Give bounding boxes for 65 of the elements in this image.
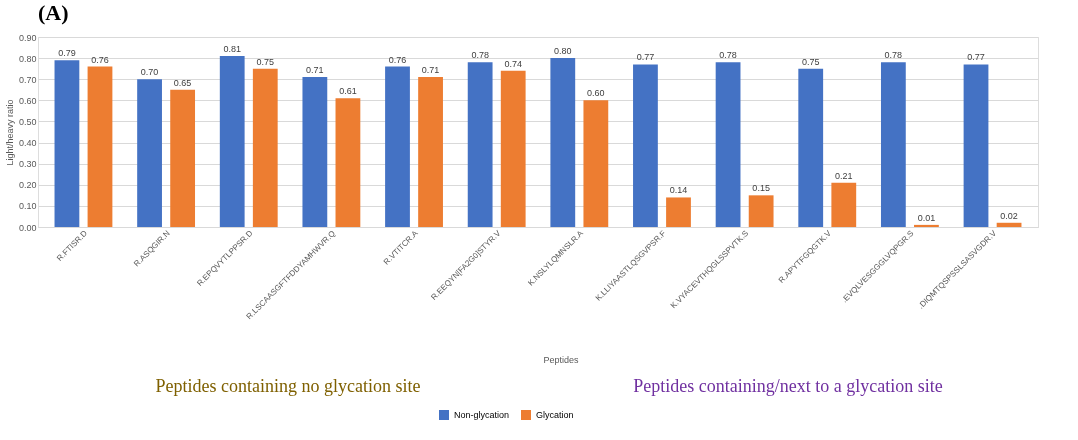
data-label: 0.81 [223,44,241,54]
bar [633,64,658,227]
data-label: 0.76 [388,54,407,65]
y-tick-label: 0.90 [18,32,37,43]
bar [467,62,493,227]
bar [880,62,906,227]
data-label: 0.78 [719,50,737,61]
bar [137,79,162,227]
bar [385,66,410,227]
text: Peptides containing/next to a glycation site [633,376,943,396]
data-label: 0.74 [504,58,522,69]
bar [252,68,278,227]
text: Peptides containing no glycation site [155,376,421,396]
bar [748,195,774,227]
bar [963,64,989,227]
bar [219,56,245,227]
bar [87,66,113,227]
data-label: 0.01 [917,212,936,223]
bar [170,89,196,227]
data-label: 0.77 [636,52,655,63]
bar [583,100,609,227]
data-label: 0.78 [884,50,903,61]
data-label: 0.76 [91,54,109,65]
bar [798,68,824,227]
bar [550,58,576,227]
y-tick-label: 0.20 [18,180,37,191]
bar [54,60,80,227]
data-label: 0.75 [256,56,275,67]
data-label: 0.65 [173,77,192,88]
bar [500,70,526,227]
y-tick-label: 0.50 [18,116,37,127]
bar [335,98,361,227]
y-tick-label: 0.70 [18,74,37,85]
data-label: 0.78 [471,50,489,61]
bar [715,62,741,227]
data-label: 0.71 [421,65,440,76]
data-label: 0.77 [967,52,985,63]
data-label: 0.02 [1000,210,1018,221]
bar [666,197,691,227]
data-label: 0.80 [554,46,572,57]
chart-title: (A) [38,0,69,25]
data-label: 0.15 [752,183,770,194]
y-tick-label: 0.80 [18,53,37,64]
y-axis-title: Light/heavy ratio [4,99,15,166]
legend-label: Glycation [536,410,574,420]
bar [996,222,1022,227]
data-label: 0.75 [801,56,820,67]
data-label: 0.21 [835,170,853,181]
data-label: 0.70 [140,67,159,78]
x-axis-title: Peptides [543,354,580,365]
data-label: 0.79 [58,48,76,59]
bar [302,77,328,227]
bar [418,77,443,227]
y-tick-label: 0.00 [18,222,37,233]
legend-label: Non-glycation [454,410,510,420]
y-tick-label: 0.30 [18,159,37,170]
y-tick-label: 0.60 [18,95,37,106]
y-tick-label: 0.10 [18,201,37,212]
data-label: 0.14 [669,185,688,196]
data-label: 0.61 [339,86,357,97]
data-label: 0.60 [587,88,605,99]
data-label: 0.71 [306,65,324,76]
bar [914,224,939,227]
y-tick-label: 0.40 [18,138,37,149]
bar [831,182,857,227]
